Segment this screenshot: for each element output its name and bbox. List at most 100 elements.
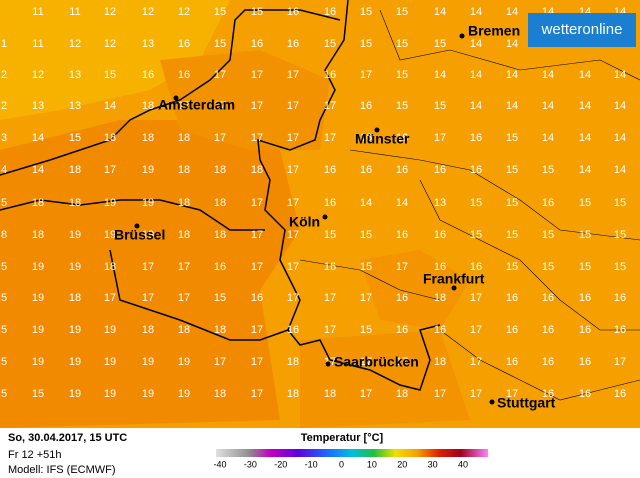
temperature-value: 16 [614, 324, 626, 336]
regional-borders [299, 9, 640, 401]
temperature-value: 16 [178, 38, 190, 50]
temperature-value: 16 [614, 388, 626, 400]
temperature-value: 14 [470, 100, 482, 112]
temperature-value: 14 [579, 164, 591, 176]
temperature-value: 17 [287, 69, 299, 81]
temperature-value: 19 [142, 164, 154, 176]
temperature-value: 15 [470, 197, 482, 209]
warm-area [160, 50, 330, 150]
temperature-value: 14 [579, 69, 591, 81]
temperature-value: 5 [1, 292, 7, 304]
temperature-value: 16 [324, 69, 336, 81]
temperature-value: 16 [287, 324, 299, 336]
temperature-value: 16 [434, 229, 446, 241]
temperature-value: 15 [360, 38, 372, 50]
temperature-value: 17 [324, 292, 336, 304]
temperature-value: 16 [396, 132, 408, 144]
temperature-value: 15 [360, 261, 372, 273]
temperature-value: 15 [360, 229, 372, 241]
temperature-value: 15 [506, 229, 518, 241]
legend-ticks: -40 -30 -20 -10 0 10 20 30 40 [213, 459, 468, 469]
temperature-value: 17 [470, 292, 482, 304]
logo-box [528, 13, 636, 47]
temperature-value: 18 [324, 388, 336, 400]
temperature-value: 18 [214, 388, 226, 400]
legend-tick-label: 20 [397, 459, 407, 469]
temperature-value: 18 [214, 197, 226, 209]
temperature-value: 2 [1, 69, 7, 81]
city-dot [322, 214, 328, 220]
temperature-value: 16 [396, 292, 408, 304]
city-label: Saarbrücken [334, 354, 419, 370]
temperature-value: 17 [251, 69, 263, 81]
borders [0, 0, 441, 391]
temperature-value: 15 [614, 261, 626, 273]
temperature-value: 3 [1, 132, 7, 144]
temperature-value: 15 [579, 229, 591, 241]
city-dot [489, 399, 495, 405]
temperature-value: 17 [104, 292, 116, 304]
legend-tick-label: 10 [367, 459, 377, 469]
temperature-value: 16 [324, 164, 336, 176]
temperature-value: 16 [579, 324, 591, 336]
temperature-value: 15 [542, 164, 554, 176]
temperature-value: 16 [470, 261, 482, 273]
temperature-value: 18 [69, 292, 81, 304]
temperature-value: 18 [287, 388, 299, 400]
temperature-value: 15 [214, 292, 226, 304]
temperature-value: 18 [69, 164, 81, 176]
temperature-value: 12 [142, 6, 154, 18]
temperature-value: 15 [324, 229, 336, 241]
temperature-value: 17 [324, 324, 336, 336]
temperature-value: 16 [324, 197, 336, 209]
temperature-value: 11 [32, 6, 43, 18]
temperature-value: 12 [104, 38, 116, 50]
temperature-value: 18 [434, 292, 446, 304]
temperature-value: 17 [178, 261, 190, 273]
temperature-value: 18 [287, 356, 299, 368]
temperature-value: 19 [178, 356, 190, 368]
temperature-value: 16 [434, 324, 446, 336]
temperature-value: 5 [1, 356, 7, 368]
temperature-value: 19 [104, 356, 116, 368]
temperature-value: 18 [214, 324, 226, 336]
temperature-value: 5 [1, 261, 7, 273]
temperature-value: 16 [542, 324, 554, 336]
temperature-value: 19 [69, 356, 81, 368]
temperature-value: 16 [178, 69, 190, 81]
temperature-value: 18 [178, 229, 190, 241]
temperature-value: 16 [542, 292, 554, 304]
temperature-value: 19 [32, 324, 44, 336]
temperature-value: 15 [214, 6, 226, 18]
temperature-value: 14 [360, 197, 372, 209]
temperature-value: 14 [614, 100, 626, 112]
city-dot [459, 33, 465, 39]
temperature-value: 16 [579, 356, 591, 368]
temperature-value: 17 [142, 261, 154, 273]
temperature-value: 14 [579, 100, 591, 112]
temperature-value: 16 [434, 261, 446, 273]
city-label: Amsterdam [158, 97, 235, 113]
temperature-value: 19 [104, 324, 116, 336]
temperature-value: 17 [360, 356, 372, 368]
legend-tick-label: 0 [339, 459, 344, 469]
temperature-value: 15 [434, 100, 446, 112]
temperature-value: 14 [104, 100, 116, 112]
temperature-value: 15 [506, 164, 518, 176]
temperature-value: 18 [69, 197, 81, 209]
temperature-value: 8 [1, 229, 7, 241]
temperature-value: 12 [32, 69, 44, 81]
temperature-value: 16 [470, 132, 482, 144]
temperature-value: 15 [396, 38, 408, 50]
cool-area [0, 0, 230, 120]
temperature-value: 17 [178, 100, 190, 112]
legend-title: Temperatur [°C] [301, 432, 384, 444]
temperature-value: 15 [360, 324, 372, 336]
temperature-value: 14 [506, 38, 518, 50]
temperature-value: 14 [506, 69, 518, 81]
temperature-value: 15 [396, 6, 408, 18]
temperature-value: 14 [542, 132, 554, 144]
temperature-value: 14 [579, 132, 591, 144]
run: Fr 12 +51h [8, 449, 62, 461]
